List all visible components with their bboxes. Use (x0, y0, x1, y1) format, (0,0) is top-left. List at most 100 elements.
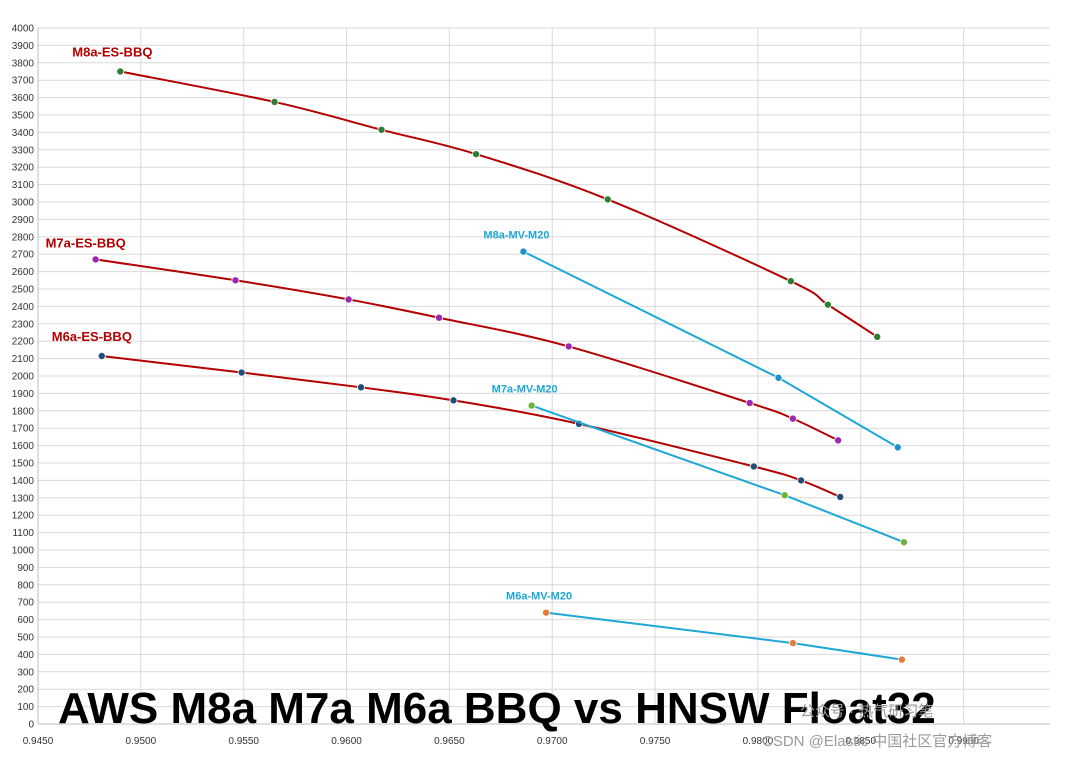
y-tick-label: 3900 (12, 41, 35, 52)
x-tick-label: 0.9750 (640, 736, 671, 747)
y-tick-label: 900 (17, 563, 34, 574)
y-tick-label: 3700 (12, 76, 35, 87)
y-tick-label: 3400 (12, 128, 35, 139)
axis-layer: 0 100 200 300 400 500 600 700 800 900 1000 1100 1200… (12, 24, 1050, 747)
y-tick-label: 3800 (12, 58, 35, 69)
data-point-m8a-mv-m20 (774, 373, 783, 382)
data-point-m8a-es-bbq (873, 332, 882, 341)
grid-layer (37, 27, 1050, 725)
watermark-top: 公众号 · 热气研习笔 (800, 703, 933, 720)
data-point-m8a-mv-m20 (519, 247, 528, 256)
data-point-m8a-es-bbq (603, 195, 612, 204)
data-point-m8a-es-bbq (823, 300, 832, 309)
y-tick-label: 1200 (12, 511, 35, 522)
data-point-m6a-mv-m20 (788, 639, 797, 648)
x-tick-label: 0.9450 (23, 736, 54, 747)
series-label-m7a-mv-m20: M7a-MV-M20 (492, 384, 558, 396)
x-tick-label: 0.9850 (845, 736, 876, 747)
y-tick-label: 1400 (12, 476, 35, 487)
y-tick-label: 2500 (12, 285, 35, 296)
y-tick-label: 1300 (12, 493, 35, 504)
y-tick-label: 2000 (12, 372, 35, 383)
y-tick-label: 2800 (12, 232, 35, 243)
series-label-m8a-es-bbq: M8a-ES-BBQ (72, 45, 152, 60)
y-tick-label: 300 (17, 667, 34, 678)
x-tick-label: 0.9700 (537, 736, 568, 747)
y-tick-label: 1100 (12, 528, 34, 539)
series-label-m7a-es-bbq: M7a-ES-BBQ (46, 235, 126, 250)
data-point-m7a-es-bbq (788, 414, 797, 423)
series-label-m6a-es-bbq: M6a-ES-BBQ (52, 329, 132, 344)
y-tick-label: 500 (17, 633, 34, 644)
data-point-m8a-es-bbq (270, 97, 279, 106)
y-tick-label: 2100 (12, 354, 35, 365)
series-layer (91, 67, 908, 664)
y-tick-label: 100 (17, 702, 34, 713)
x-tick-label: 0.9900 (948, 736, 979, 747)
series-line-m7a-es-bbq (95, 258, 839, 442)
y-tick-label: 1800 (12, 406, 35, 417)
y-tick-label: 3600 (12, 93, 35, 104)
x-tick-label: 0.9550 (228, 736, 259, 747)
y-tick-label: 700 (17, 598, 34, 609)
data-point-m7a-es-bbq (231, 276, 240, 285)
y-tick-label: 2700 (12, 250, 35, 261)
y-tick-label: 1600 (12, 441, 35, 452)
y-tick-label: 800 (17, 580, 34, 591)
data-point-m7a-es-bbq (344, 295, 353, 304)
y-tick-label: 0 (28, 720, 34, 731)
data-point-m6a-es-bbq (797, 476, 806, 485)
data-point-m6a-es-bbq (836, 492, 845, 501)
data-point-m6a-es-bbq (237, 368, 246, 377)
data-point-m8a-es-bbq (377, 125, 386, 134)
watermark-bottom: CSDN @Elastic 中国社区官方博客 (762, 733, 992, 750)
x-tick-label: 0.9650 (434, 736, 465, 747)
data-point-m6a-es-bbq (449, 396, 458, 405)
data-point-m7a-mv-m20 (899, 538, 908, 547)
y-tick-label: 1700 (12, 424, 35, 435)
data-point-m7a-es-bbq (564, 342, 573, 351)
series-label-m8a-mv-m20: M8a-MV-M20 (483, 230, 549, 242)
data-point-m6a-es-bbq (97, 351, 106, 360)
data-point-m8a-es-bbq (472, 150, 481, 159)
y-tick-label: 2600 (12, 267, 35, 278)
data-point-m6a-es-bbq (356, 383, 365, 392)
y-tick-label: 200 (17, 685, 34, 696)
y-tick-label: 600 (17, 615, 34, 626)
y-tick-label: 1000 (12, 546, 35, 557)
data-point-m7a-es-bbq (834, 436, 843, 445)
data-point-m7a-mv-m20 (780, 491, 789, 500)
y-tick-label: 3100 (12, 180, 35, 191)
y-tick-label: 4000 (12, 24, 35, 35)
data-point-m8a-es-bbq (116, 67, 125, 76)
y-tick-label: 1900 (12, 389, 35, 400)
data-point-m7a-es-bbq (91, 255, 100, 264)
data-point-m6a-mv-m20 (897, 655, 906, 664)
x-tick-label: 0.9500 (126, 736, 157, 747)
series-line-m7a-mv-m20 (531, 404, 905, 544)
series-label-m6a-mv-m20: M6a-MV-M20 (506, 591, 572, 603)
data-point-m8a-mv-m20 (893, 443, 902, 452)
chart-title: AWS M8a M7a M6a BBQ vs HNSW Float32 (58, 684, 936, 733)
x-tick-label: 0.9600 (331, 736, 362, 747)
y-tick-label: 2300 (12, 319, 35, 330)
data-point-m7a-mv-m20 (527, 401, 536, 410)
data-point-m6a-mv-m20 (542, 608, 551, 617)
y-tick-label: 2900 (12, 215, 35, 226)
y-tick-label: 2200 (12, 337, 35, 348)
y-tick-label: 3300 (12, 145, 35, 156)
data-point-m6a-es-bbq (749, 462, 758, 471)
y-tick-label: 400 (17, 650, 34, 661)
y-tick-label: 2400 (12, 302, 35, 313)
y-tick-label: 3200 (12, 163, 35, 174)
x-tick-label: 0.9800 (743, 736, 774, 747)
data-point-m7a-es-bbq (745, 398, 754, 407)
data-point-m8a-es-bbq (786, 277, 795, 286)
series-line-m8a-es-bbq (120, 70, 878, 338)
y-tick-label: 1500 (12, 459, 35, 470)
data-point-m7a-es-bbq (435, 313, 444, 322)
y-tick-label: 3000 (12, 198, 35, 209)
label-layer: M8a-ES-BBQ M7a-ES-BBQ M6a-ES-BBQ M8a-MV-… (46, 45, 572, 603)
y-tick-label: 3500 (12, 111, 35, 122)
